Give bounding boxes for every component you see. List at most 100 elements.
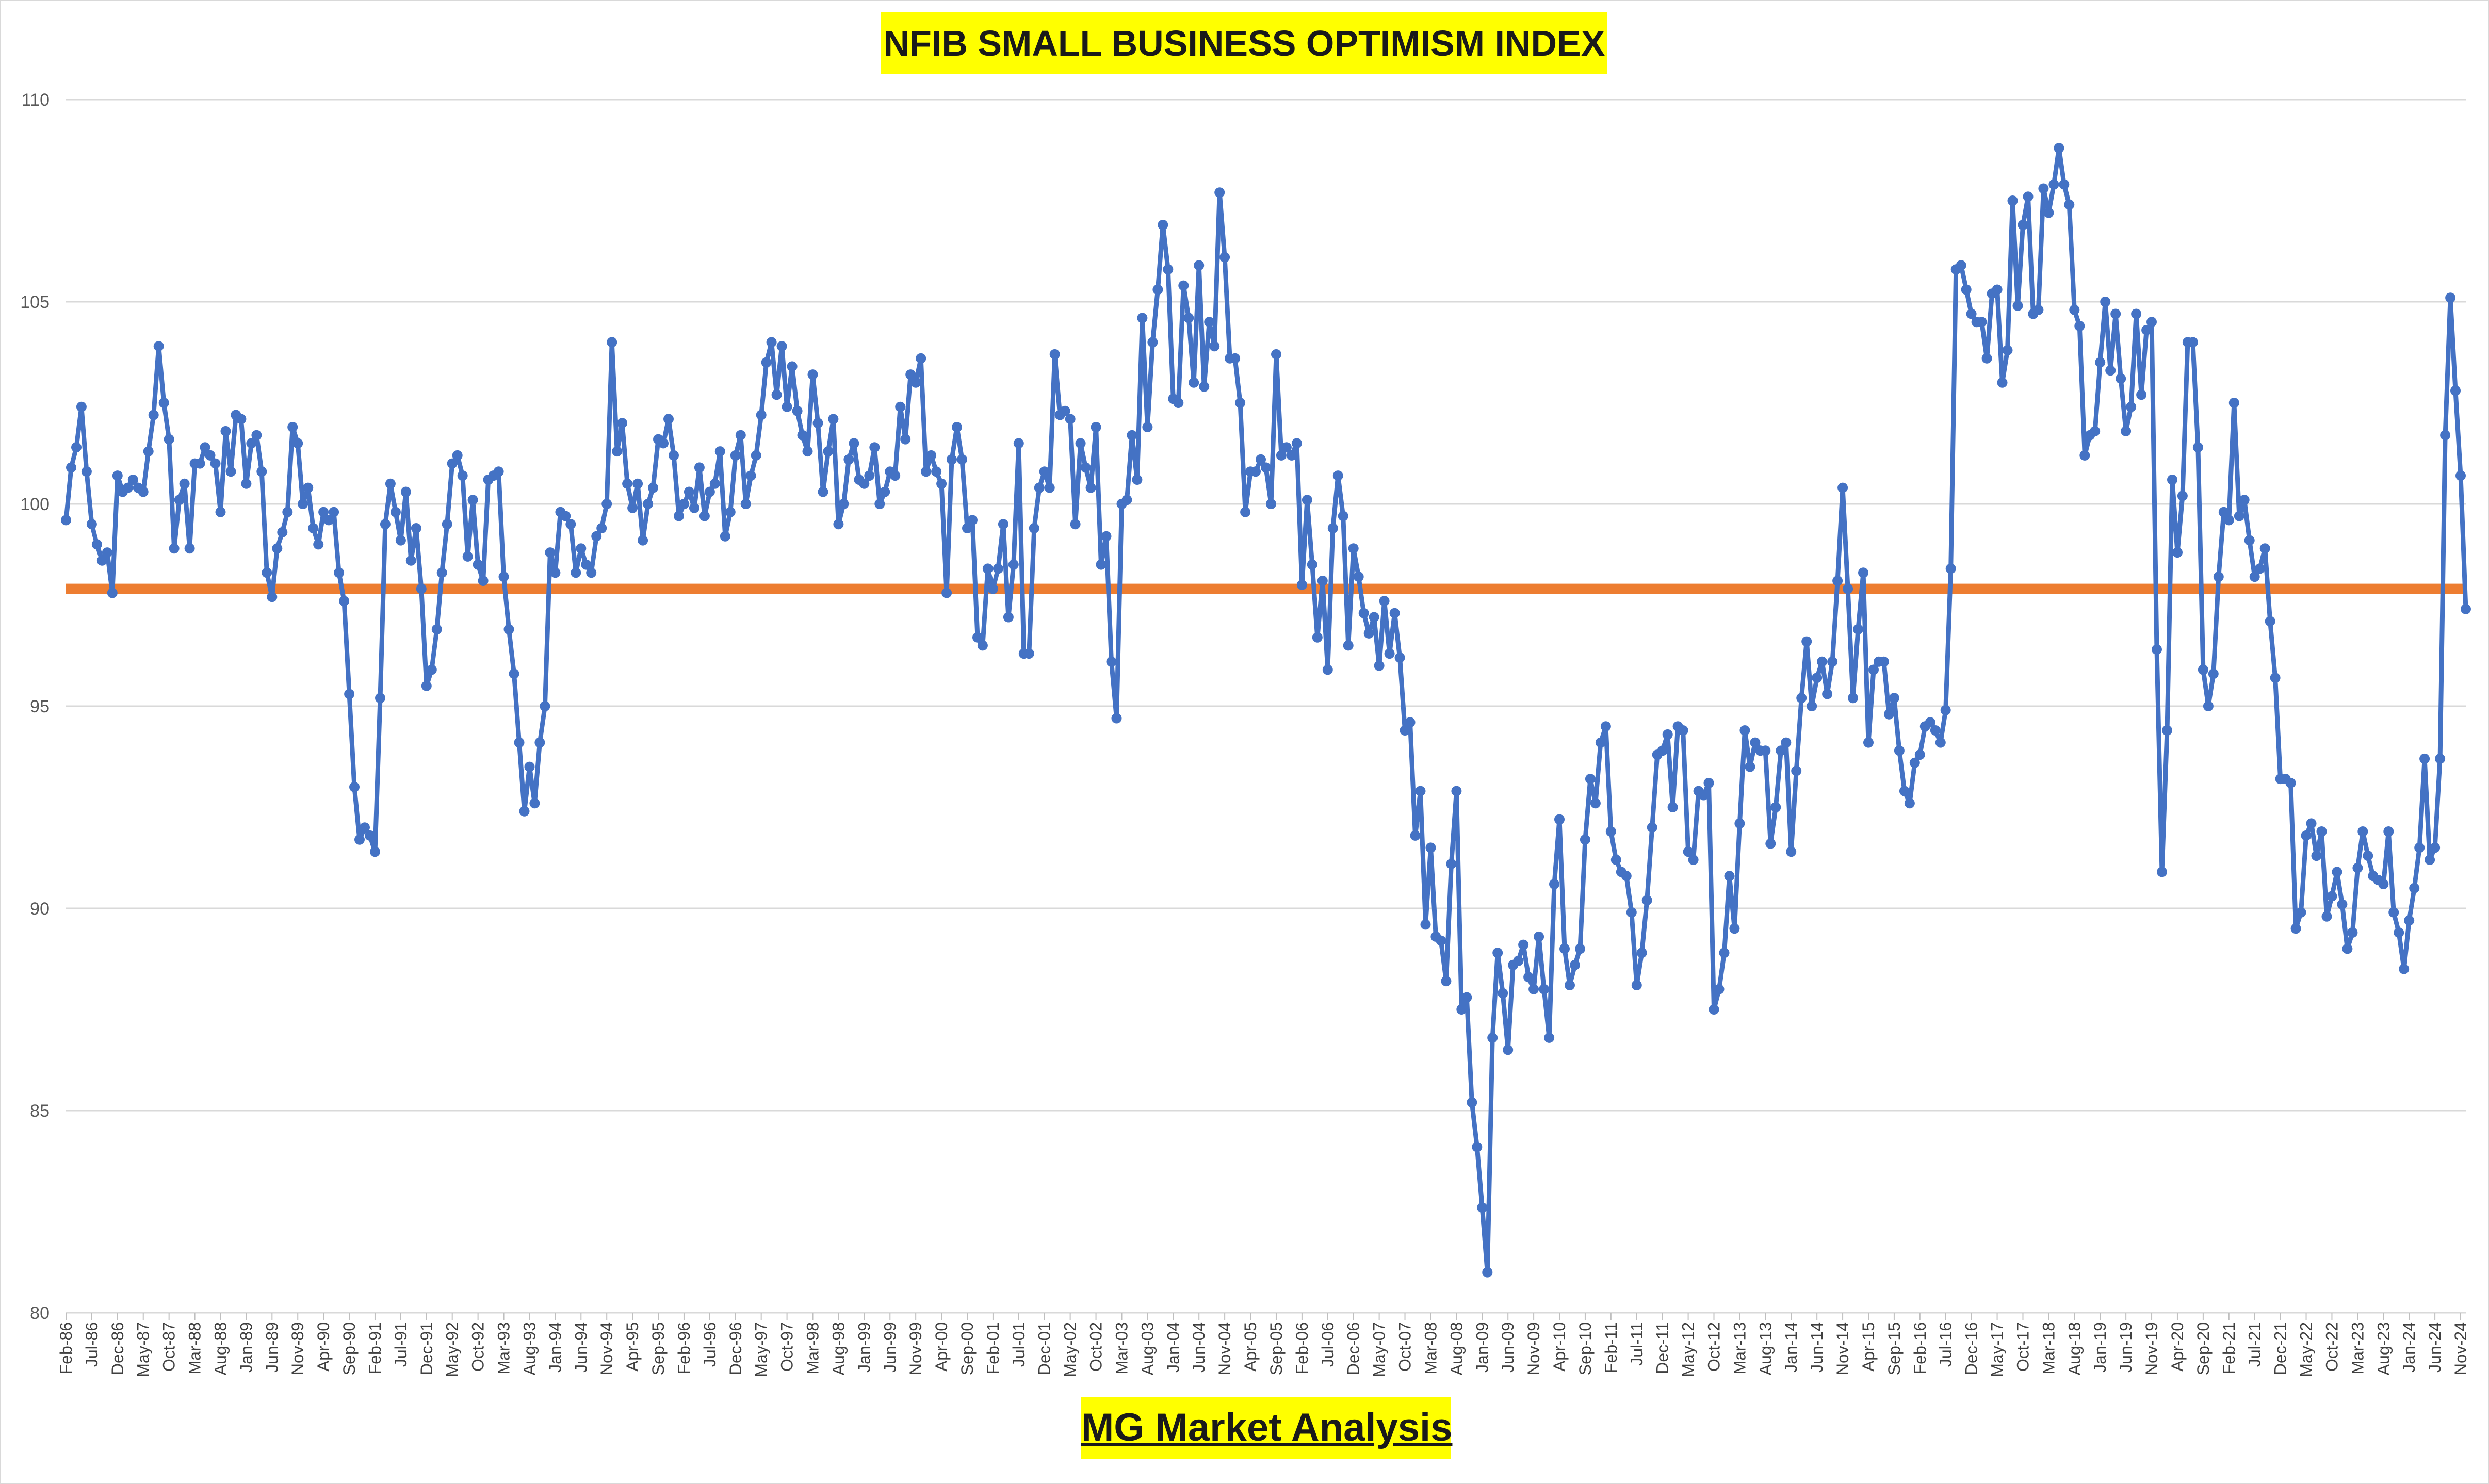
data-point [2311, 851, 2322, 861]
data-point [2259, 543, 2270, 554]
data-point [720, 531, 730, 542]
x-tick-label: Jul-06 [1319, 1322, 1337, 1367]
x-tick-label: Jun-14 [1808, 1322, 1826, 1373]
data-point [282, 507, 293, 517]
data-point [787, 361, 798, 372]
data-point [905, 369, 916, 380]
data-point [2363, 851, 2373, 861]
data-point [2388, 907, 2399, 918]
data-point [1065, 414, 1076, 425]
data-point [91, 539, 102, 550]
data-point [395, 535, 406, 546]
data-point [2342, 943, 2353, 954]
data-point [256, 466, 267, 477]
data-point [2208, 668, 2219, 679]
x-tick-label: Feb-06 [1293, 1322, 1311, 1374]
data-point [2461, 604, 2471, 614]
x-tick-label: Feb-91 [366, 1322, 384, 1374]
watermark-label: MG Market Analysis [1081, 1397, 1452, 1459]
x-tick-label: Jan-14 [1782, 1322, 1800, 1373]
data-point [365, 830, 375, 841]
data-point [436, 567, 447, 578]
data-point [771, 389, 782, 400]
x-tick-label: May-97 [752, 1322, 771, 1377]
x-tick-label: Sep-90 [340, 1322, 359, 1375]
data-point [1807, 701, 1817, 711]
data-point [1647, 822, 1657, 833]
data-point [1786, 846, 1797, 857]
data-point [184, 543, 195, 554]
data-point [1075, 438, 1086, 449]
data-point [947, 454, 957, 465]
data-point [1070, 519, 1081, 530]
data-point [2440, 430, 2451, 441]
x-tick-label: Dec-11 [1653, 1322, 1672, 1374]
data-point [1827, 656, 1838, 667]
data-point [1605, 826, 1616, 837]
data-point [1853, 624, 1863, 634]
data-point [2069, 304, 2080, 315]
data-point [2332, 867, 2342, 877]
data-point [1570, 959, 1580, 970]
data-point [2321, 911, 2332, 922]
data-point [1492, 948, 1503, 958]
data-point [627, 502, 638, 513]
data-point [849, 438, 859, 449]
data-point [1436, 935, 1446, 946]
x-tick-label: Jan-19 [2091, 1322, 2109, 1373]
data-point [153, 341, 164, 352]
data-point [818, 486, 828, 497]
x-tick-label: Feb-16 [1911, 1322, 1929, 1374]
data-point [560, 511, 571, 521]
data-point [2378, 879, 2389, 889]
data-point [1976, 317, 1987, 328]
data-point [812, 418, 823, 429]
data-point [2048, 179, 2059, 190]
data-point [1482, 1267, 1493, 1278]
data-point [524, 761, 535, 772]
data-point [2218, 507, 2229, 517]
data-point [2018, 220, 2028, 230]
data-point [1940, 705, 1951, 715]
data-point [1914, 749, 1925, 760]
data-point [215, 507, 226, 517]
x-tick-label: Jun-24 [2426, 1322, 2444, 1373]
data-point [308, 523, 319, 533]
data-point [421, 680, 432, 691]
data-point [1610, 854, 1621, 865]
data-point [1776, 745, 1786, 756]
data-point [2187, 337, 2198, 348]
data-point [2450, 385, 2461, 396]
data-point [782, 401, 792, 412]
data-point [1791, 765, 1802, 776]
data-point [2012, 300, 2023, 311]
data-point [1410, 830, 1421, 841]
data-point [766, 337, 777, 348]
data-point [447, 458, 458, 469]
data-point [1554, 814, 1565, 825]
x-tick-label: Dec-96 [726, 1322, 745, 1375]
data-point [1461, 992, 1472, 1003]
data-point [1487, 1032, 1498, 1043]
x-tick-label: Jul-16 [1937, 1322, 1955, 1367]
data-point [1152, 284, 1163, 295]
data-point [2435, 753, 2446, 764]
data-point [828, 414, 839, 425]
data-point [2131, 308, 2142, 319]
x-tick-label: Mar-13 [1730, 1322, 1749, 1374]
data-point [1590, 798, 1601, 809]
data-point [2033, 304, 2044, 315]
data-point [251, 430, 262, 441]
data-point [1565, 980, 1575, 990]
x-tick-label: Nov-89 [288, 1322, 307, 1375]
x-tick-label: Nov-24 [2451, 1322, 2470, 1375]
data-point [2038, 183, 2049, 194]
data-point [241, 478, 252, 489]
data-point [601, 499, 612, 509]
chart-title: NFIB SMALL BUSINESS OPTIMISM INDEX [881, 12, 1607, 74]
data-point [1353, 572, 1364, 582]
x-tick-label: Oct-12 [1705, 1322, 1723, 1372]
data-point [2116, 373, 2126, 384]
data-point [1405, 717, 1416, 728]
data-point [298, 499, 308, 509]
